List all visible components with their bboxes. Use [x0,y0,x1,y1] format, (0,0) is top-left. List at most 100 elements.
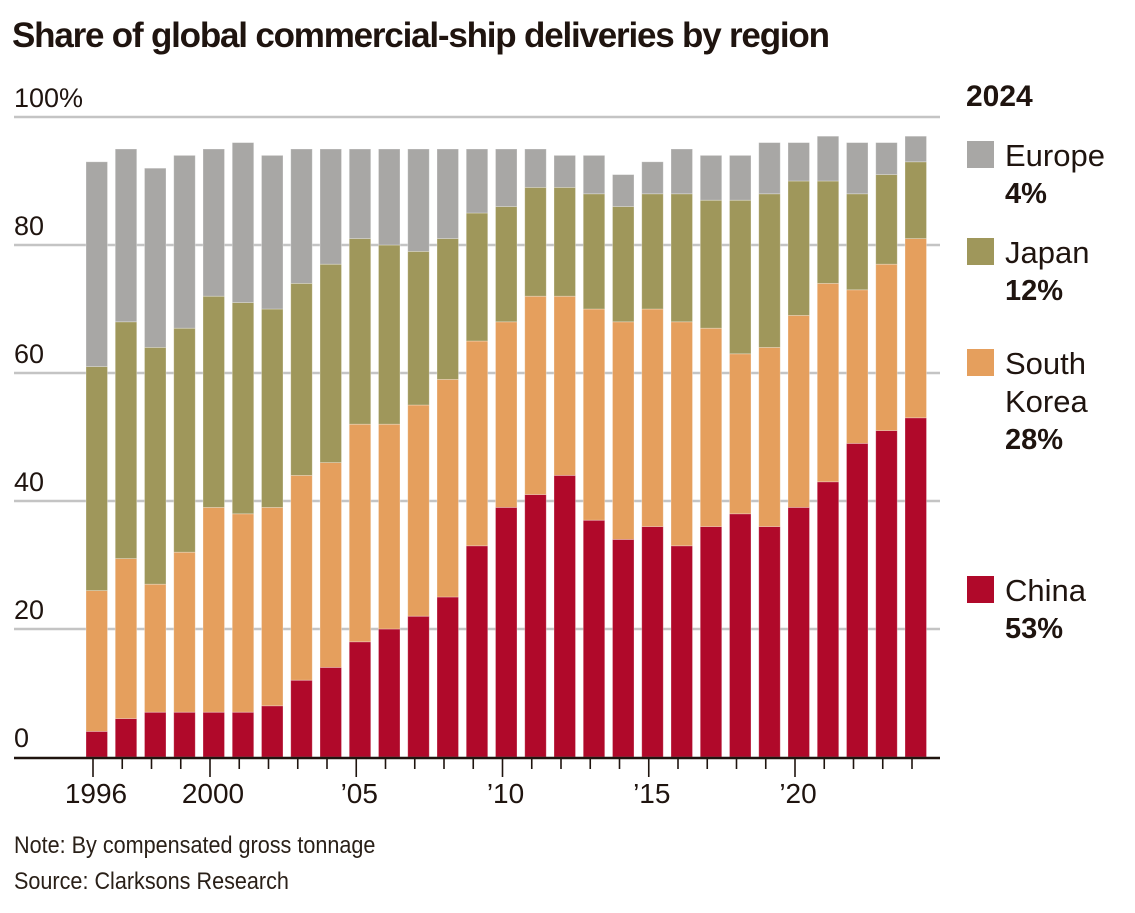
bar-south-korea-2016 [670,321,693,547]
bar-japan-2017 [699,199,723,329]
bar-europe-2000 [202,148,225,297]
bar-japan-2013 [582,193,606,310]
bar-europe-2020 [787,142,810,182]
legend-label-japan: Japan [1005,235,1090,270]
bar-japan-2007 [407,250,430,406]
bar-japan-2006 [378,244,401,425]
bar-china-2002 [261,705,284,758]
x-tick-label: ’20 [779,778,816,809]
y-tick-label: 40 [14,467,44,497]
bar-japan-2009 [465,212,489,342]
bar-south-korea-2017 [699,327,723,528]
source-text: Source: Clarksons Research [14,868,289,895]
bar-japan-2003 [290,282,313,476]
bar-china-2017 [699,526,723,758]
bar-europe-2014 [612,174,635,208]
legend-year: 2024 [966,80,1033,113]
bar-japan-2021 [816,180,840,284]
bar-south-korea-2005 [348,423,372,643]
bar-china-1998 [144,711,167,758]
bar-south-korea-2022 [846,289,869,444]
bar-europe-2017 [699,154,723,201]
bar-europe-2001 [231,142,255,304]
bar-china-1996 [85,731,108,758]
bar-china-2004 [319,667,342,758]
bar-south-korea-2014 [612,321,635,540]
bar-europe-2007 [407,148,430,252]
bar-china-2020 [787,506,810,758]
bar-europe-2008 [436,148,459,239]
bar-europe-2004 [319,148,342,265]
bar-japan-2018 [729,199,752,355]
bar-japan-2010 [495,206,518,323]
bar-japan-2008 [436,238,459,380]
bar-europe-2011 [524,148,547,188]
bar-china-2001 [231,711,255,758]
bar-japan-2015 [641,193,664,310]
bar-europe-2018 [729,154,752,201]
bar-china-2013 [582,519,606,758]
bar-europe-2019 [758,142,781,195]
bar-south-korea-2013 [582,308,606,521]
bar-europe-2015 [641,161,664,195]
x-tick-label: ’15 [633,778,670,809]
bar-china-2015 [641,526,664,758]
chart-title: Share of global commercial-ship deliveri… [12,16,830,55]
bar-japan-1997 [114,321,138,559]
bar-japan-1996 [85,366,108,592]
bar-south-korea-2011 [524,295,547,496]
bar-south-korea-2002 [261,506,284,707]
bar-china-1997 [114,718,138,758]
bar-south-korea-1998 [144,583,167,713]
bar-europe-2022 [846,142,869,195]
legend-swatch-japan [967,238,994,265]
bar-europe-2005 [348,148,372,239]
bar-south-korea-2010 [495,321,518,508]
bar-china-1999 [173,711,196,758]
bar-europe-2006 [378,148,401,246]
bar-europe-2016 [670,148,693,195]
bar-south-korea-2006 [378,423,401,630]
bar-china-2023 [875,430,898,758]
bar-china-2010 [495,506,518,758]
x-tick-label: ’10 [487,778,524,809]
bar-south-korea-1999 [173,551,196,713]
bar-china-2019 [758,526,781,758]
bar-south-korea-1996 [85,590,108,732]
bar-china-2009 [465,545,489,758]
bar-japan-2000 [202,295,225,508]
x-tick-label: 2000 [182,778,244,809]
legend-value-china: 53% [1005,613,1064,645]
bar-japan-2012 [553,186,576,297]
bar-south-korea-2015 [641,308,664,528]
bar-japan-2016 [670,193,693,323]
y-tick-label: 60 [14,339,44,369]
bar-europe-2009 [465,148,489,214]
y-tick-label: 100% [14,83,83,113]
x-axis: 1996 2000 ’05 ’10 ’15 ’20 [14,756,940,809]
bar-japan-2022 [846,193,869,291]
y-axis-tick-labels: 0 20 40 60 80 100% [14,83,83,753]
bar-south-korea-2024 [904,238,927,419]
bar-europe-1998 [144,167,167,348]
bar-china-2022 [846,442,869,758]
bar-south-korea-2001 [231,513,255,713]
bar-china-2021 [816,481,840,758]
bar-china-2003 [290,679,313,758]
y-tick-label: 20 [14,595,44,625]
bar-south-korea-2019 [758,346,781,527]
bar-south-korea-2009 [465,340,489,547]
bar-europe-2010 [495,148,518,207]
bar-south-korea-2012 [553,295,576,476]
legend-value-south-korea: 28% [1005,424,1064,456]
stacked-bar-chart: 0 20 40 60 80 100% 1996 2000 ’05 ’10 ’15 ’20 [14,83,940,809]
legend-value-europe: 4% [1005,178,1047,210]
bar-south-korea-2020 [787,314,810,508]
legend-swatch-china [967,576,994,603]
bar-south-korea-2000 [202,506,225,713]
bar-china-2012 [553,474,576,758]
bar-south-korea-1997 [114,558,138,719]
bar-japan-2005 [348,238,372,425]
bar-china-2024 [904,417,927,758]
legend-swatch-south-korea [967,349,994,376]
